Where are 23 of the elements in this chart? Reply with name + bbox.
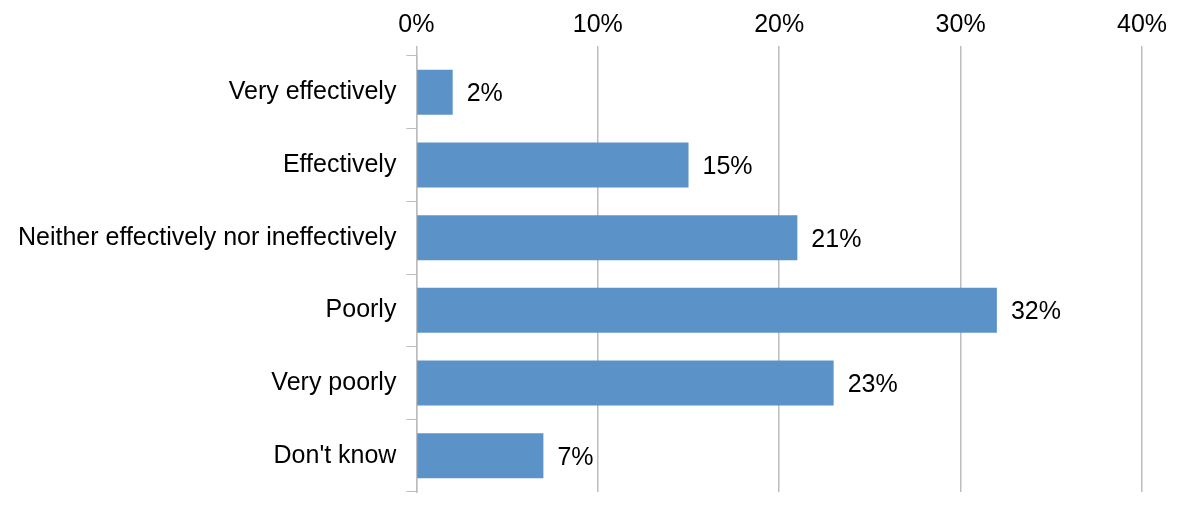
data-label: 15% [702, 150, 753, 179]
x-tick-label: 30% [935, 8, 986, 37]
bar [417, 215, 798, 261]
x-tick-label: 20% [754, 8, 805, 37]
bar [417, 360, 834, 406]
y-tick-label: Very effectively [228, 76, 397, 105]
bar [417, 433, 544, 479]
bar [417, 142, 689, 188]
bar [417, 287, 997, 333]
data-label: 21% [811, 223, 862, 252]
x-tick-label: 0% [398, 8, 435, 37]
bar [417, 69, 453, 115]
y-tick-label: Neither effectively nor ineffectively [17, 221, 397, 250]
x-tick-label: 10% [572, 8, 623, 37]
y-tick-label: Very poorly [271, 366, 397, 395]
y-tick-label: Effectively [282, 148, 397, 177]
data-label: 32% [1010, 296, 1061, 325]
data-label: 7% [557, 441, 594, 470]
data-label: 23% [847, 368, 898, 397]
x-tick-label: 40% [1116, 8, 1168, 37]
y-tick-label: Don't know [273, 439, 398, 468]
data-label: 2% [466, 78, 503, 107]
y-tick-label: Poorly [325, 294, 397, 323]
